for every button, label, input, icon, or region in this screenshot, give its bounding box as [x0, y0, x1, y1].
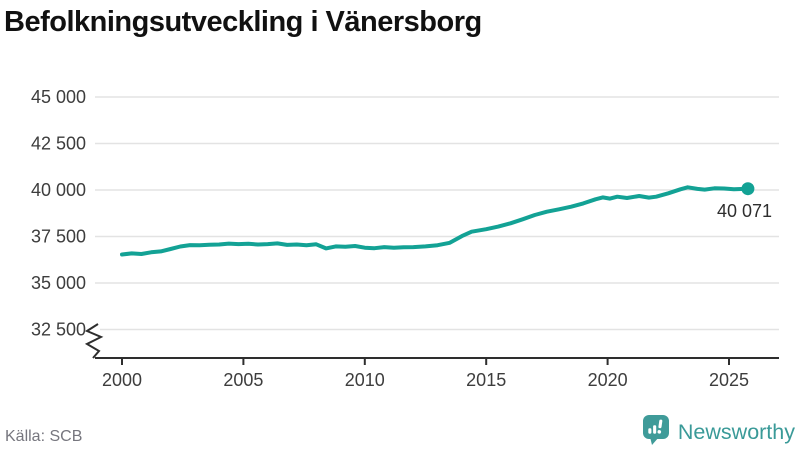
y-tick-35000: 35 000 — [31, 273, 86, 293]
x-tick-2025: 2025 — [709, 370, 749, 390]
x-tick-2010: 2010 — [345, 370, 385, 390]
last-value-marker-dot — [741, 182, 755, 196]
newsworthy-bubble-chart-icon — [642, 414, 670, 451]
last-value-label: 40 071 — [717, 201, 772, 221]
population-line — [120, 185, 750, 257]
x-tick-2000: 2000 — [102, 370, 142, 390]
chart-title: Befolkningsutveckling i Vänersborg — [4, 6, 482, 38]
x-axis-labels: 2000 2005 2010 2015 2020 2025 — [102, 370, 749, 390]
newsworthy-wordmark: Newsworthy — [677, 420, 795, 444]
gridlines — [95, 96, 779, 331]
y-tick-45000: 45 000 — [31, 87, 86, 107]
axis-break-icon — [84, 323, 104, 359]
source-caption: Källa: SCB — [5, 428, 83, 445]
x-axis — [84, 323, 779, 365]
y-tick-40000: 40 000 — [31, 180, 86, 200]
y-axis-labels: 45 000 42 500 40 000 37 500 35 000 32 50… — [31, 87, 86, 340]
newsworthy-logo: Newsworthy — [642, 414, 795, 451]
y-tick-42500: 42 500 — [31, 134, 86, 154]
population-line-chart: 45 000 42 500 40 000 37 500 35 000 32 50… — [31, 87, 779, 390]
x-tick-2005: 2005 — [223, 370, 263, 390]
x-tick-2020: 2020 — [588, 370, 628, 390]
y-tick-37500: 37 500 — [31, 227, 86, 247]
y-tick-32500: 32 500 — [31, 320, 86, 340]
x-tick-2015: 2015 — [466, 370, 506, 390]
